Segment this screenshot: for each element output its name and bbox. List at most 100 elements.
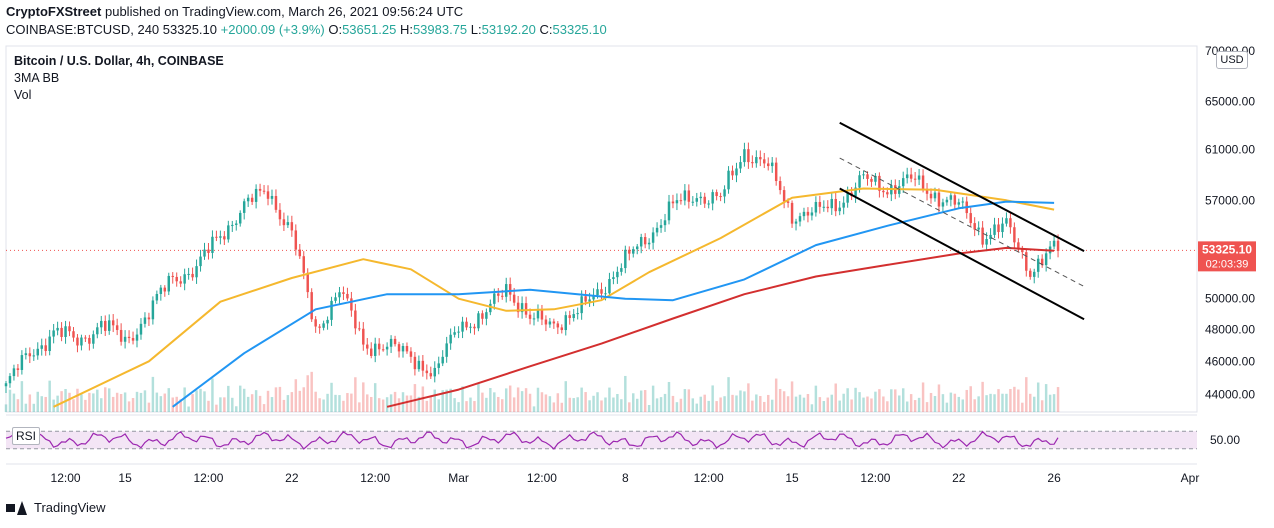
candle-body <box>457 331 460 333</box>
volume-bar <box>890 389 893 412</box>
candle-body <box>635 246 639 250</box>
candle-body <box>401 346 405 352</box>
candle-body <box>683 190 687 201</box>
candle-body <box>282 219 286 226</box>
volume-bar <box>377 398 381 412</box>
volume-bar <box>993 394 996 412</box>
candle-body <box>1013 227 1016 243</box>
candle-body <box>362 328 365 345</box>
volume-bar <box>965 389 968 412</box>
candle-body <box>52 330 55 337</box>
candle-body <box>691 201 695 203</box>
candle-body <box>219 236 222 238</box>
channel-mid-line <box>839 157 1085 287</box>
candle-body <box>814 201 818 213</box>
volume-bar <box>4 404 8 412</box>
volume-bar <box>989 393 992 412</box>
currency-badge[interactable]: USD <box>1216 51 1248 69</box>
candle-body <box>203 249 206 257</box>
candle-body <box>56 327 59 331</box>
volume-bar <box>1036 382 1040 412</box>
time-tick-label: 8 <box>622 471 629 485</box>
volume-bar <box>485 397 488 412</box>
volume-bar <box>540 392 544 412</box>
candle-body <box>258 188 262 191</box>
candle-body <box>1052 240 1056 247</box>
candle-body <box>346 293 349 299</box>
candle-body <box>874 175 877 182</box>
volume-bar <box>917 397 921 412</box>
candle-body <box>759 157 762 160</box>
volume-bar <box>342 400 345 412</box>
volume-bar <box>528 393 532 412</box>
volume-bar <box>580 387 583 412</box>
published-text: published on TradingView.com, March 26, … <box>104 4 464 19</box>
candle-body <box>1025 252 1028 271</box>
rsi-label[interactable]: RSI <box>12 427 41 445</box>
volume-bar <box>667 381 671 412</box>
candle-body <box>592 295 595 300</box>
volume-bar <box>199 388 202 412</box>
volume-bar <box>735 395 738 412</box>
time-tick-label: 12:00 <box>193 471 223 485</box>
volume-bar <box>68 392 71 412</box>
candle-body <box>612 277 615 279</box>
legend-title[interactable]: Bitcoin / U.S. Dollar, 4h, COINBASE <box>14 54 224 68</box>
candle-body <box>826 206 830 209</box>
candle-body <box>647 242 651 245</box>
candle-body <box>830 198 833 209</box>
candle-body <box>743 149 746 163</box>
volume-bar <box>731 394 734 412</box>
volume-bar <box>886 401 889 412</box>
candle-body <box>675 200 679 204</box>
candle-body <box>294 230 298 250</box>
volume-bar <box>997 389 1000 412</box>
volume-bar <box>441 390 444 412</box>
volume-bar <box>12 393 16 412</box>
candle-body <box>532 318 536 320</box>
candle-body <box>119 329 123 342</box>
candle-body <box>596 289 599 296</box>
volume-bar <box>1052 394 1056 412</box>
volume-bar <box>250 394 254 412</box>
descending-channel <box>839 121 1085 321</box>
legend-volume[interactable]: Vol <box>14 88 32 102</box>
candle-body <box>473 326 476 329</box>
candle-body <box>4 383 8 387</box>
candle-body <box>445 343 448 357</box>
candle-body <box>36 348 39 356</box>
publisher-name[interactable]: CryptoFXStreet <box>6 4 102 19</box>
price-tick-label: 48000.00 <box>1205 322 1255 336</box>
candle-body <box>147 317 151 320</box>
candle-body <box>358 328 361 330</box>
candle-body <box>417 360 421 370</box>
volume-bar <box>115 392 119 412</box>
candle-body <box>925 188 929 194</box>
volume-bar <box>802 397 806 412</box>
candle-body <box>20 355 24 370</box>
candle-body <box>207 249 210 253</box>
candle-body <box>770 162 774 167</box>
footer-brand[interactable]: TradingView <box>6 500 106 515</box>
candle-body <box>1009 218 1012 228</box>
volume-bar <box>246 396 250 412</box>
volume-bar <box>330 382 333 412</box>
volume-bar <box>703 394 706 412</box>
volume-bar <box>393 391 397 412</box>
ohlc-line: COINBASE:BTCUSD, 240 53325.10 +2000.09 (… <box>6 22 607 37</box>
volume-bar <box>497 396 500 412</box>
high-label: H: <box>399 22 413 37</box>
candle-body <box>512 294 516 303</box>
candle-body <box>481 313 484 319</box>
candle-body <box>901 178 905 187</box>
volume-bar <box>477 382 480 412</box>
candle-body <box>810 212 814 216</box>
candle-body <box>1056 240 1060 251</box>
volume-bar <box>346 393 349 412</box>
candle-body <box>767 163 770 167</box>
candle-body <box>620 268 623 272</box>
grid <box>5 45 1198 465</box>
legend-indicator[interactable]: 3MA BB <box>14 71 60 85</box>
volume-bar <box>806 394 810 412</box>
